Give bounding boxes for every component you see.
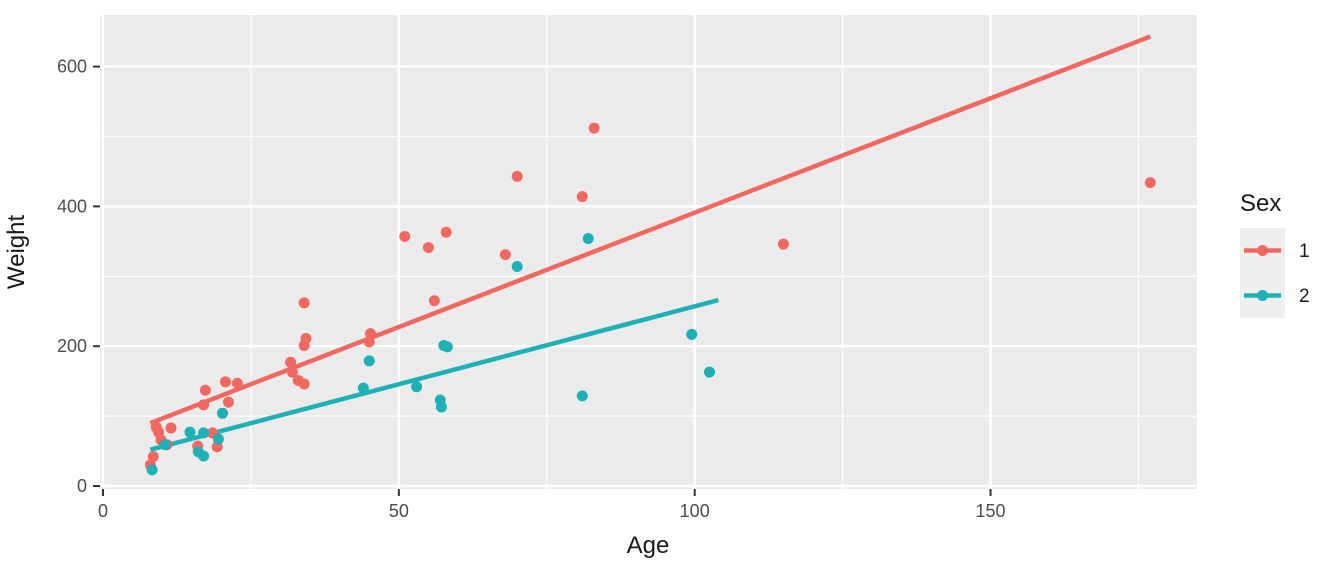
plot-panel [100, 15, 1197, 489]
axis-tick-marks [93, 65, 992, 496]
data-point-sex2 [217, 407, 229, 419]
x-tick-label: 50 [389, 501, 409, 521]
data-point-sex1 [428, 295, 440, 307]
data-point-sex1 [300, 333, 312, 345]
legend-keys: 12 [1240, 228, 1310, 318]
data-point-sex2 [576, 390, 588, 402]
data-point-sex2 [159, 439, 171, 451]
data-point-sex2 [212, 433, 224, 445]
data-point-sex2 [198, 450, 210, 462]
data-point-sex1 [199, 384, 211, 396]
x-tick-label: 150 [976, 501, 1006, 521]
y-tick-label: 0 [77, 476, 87, 496]
data-point-sex1 [422, 242, 434, 254]
scatter-points [144, 122, 1156, 476]
data-point-sex1 [499, 249, 511, 261]
legend-title: Sex [1240, 190, 1281, 217]
data-point-sex1 [165, 422, 177, 434]
data-point-sex1 [286, 366, 298, 378]
x-tick-label: 100 [680, 501, 710, 521]
data-point-sex1 [298, 297, 310, 309]
data-point-sex2 [441, 341, 453, 353]
data-point-sex2 [184, 426, 196, 438]
x-tick-label: 0 [98, 501, 108, 521]
legend-entry-label: 1 [1299, 241, 1310, 262]
data-point-sex1 [222, 396, 234, 408]
data-point-sex2 [146, 464, 158, 476]
data-point-sex1 [219, 376, 231, 388]
legend-key-dot [1257, 245, 1268, 256]
data-point-sex1 [198, 399, 210, 411]
data-point-sex2 [411, 381, 423, 393]
legend: Sex 12 [1240, 190, 1310, 318]
data-point-sex2 [198, 427, 210, 439]
y-tick-label: 200 [57, 336, 87, 356]
data-point-sex2 [357, 382, 369, 394]
data-point-sex1 [576, 191, 588, 203]
major-gridlines [100, 15, 1197, 489]
legend-key-dot [1257, 290, 1268, 301]
y-axis-title: Weight [3, 215, 30, 290]
data-point-sex1 [298, 378, 310, 390]
data-point-sex2 [511, 261, 523, 273]
axis-tick-labels: 0 50 100 150 0 200 400 600 [57, 57, 1006, 521]
data-point-sex1 [588, 122, 600, 134]
y-tick-label: 400 [57, 196, 87, 216]
data-point-sex1 [231, 377, 243, 389]
data-point-sex1 [285, 356, 297, 368]
data-point-sex1 [399, 230, 411, 242]
data-point-sex1 [440, 226, 452, 238]
regression-lines [149, 34, 1152, 452]
data-point-sex1 [511, 170, 523, 182]
data-point-sex1 [777, 238, 789, 250]
data-point-sex2 [582, 233, 594, 245]
data-point-sex1 [1144, 177, 1156, 189]
trend-line-sex2 [149, 297, 719, 452]
x-axis-title: Age [627, 532, 670, 559]
data-point-sex2 [363, 355, 375, 367]
data-point-sex2 [435, 401, 447, 413]
data-point-sex2 [703, 366, 715, 378]
data-point-sex2 [686, 328, 698, 340]
data-point-sex1 [147, 451, 159, 463]
legend-entry-label: 2 [1299, 286, 1310, 307]
y-tick-label: 600 [57, 57, 87, 77]
trend-line-sex1 [149, 34, 1152, 426]
data-point-sex1 [364, 328, 376, 340]
data-point-sex1 [363, 336, 375, 348]
minor-gridlines [100, 15, 1197, 489]
